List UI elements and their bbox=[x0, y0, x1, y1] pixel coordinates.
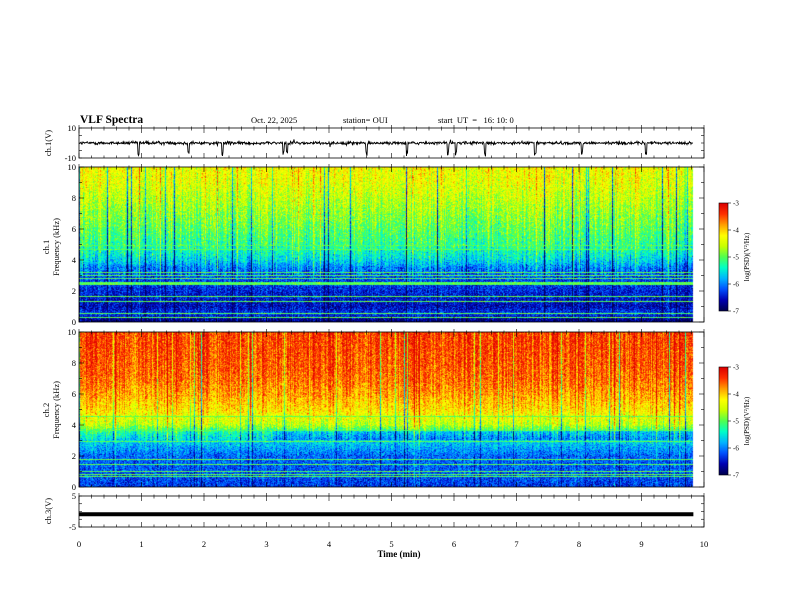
time-tick-label: 9 bbox=[639, 539, 643, 549]
colorbar-tick-label: -4 bbox=[733, 391, 739, 399]
ch3-voltage-panel: 5 -5 ch.3(V) 0 1 2 3 4 5 6 7 8 9 10 Time (min) bbox=[43, 491, 708, 559]
colorbar-tick-label: -3 bbox=[733, 364, 739, 372]
ch1-spectrogram-image bbox=[79, 167, 704, 322]
frequency-tick-label: 6 bbox=[72, 389, 76, 399]
frequency-tick-label: 6 bbox=[72, 224, 76, 234]
colorbar-tick-label: -7 bbox=[733, 472, 739, 480]
ch2-spectrogram-ylabel-frequency: Frequency (kHz) bbox=[51, 381, 61, 439]
ch1-colorbar bbox=[719, 203, 728, 311]
colorbar-tick-label: -6 bbox=[733, 445, 739, 453]
time-tick-label: 4 bbox=[327, 539, 332, 549]
ch1-frequency-tick-labels: 0 2 4 6 8 10 bbox=[68, 162, 77, 327]
colorbar-tick-label: -5 bbox=[733, 418, 739, 426]
ch1-waveform-ticks bbox=[78, 125, 705, 159]
frequency-tick-label: 0 bbox=[72, 317, 76, 327]
time-tick-label: 6 bbox=[452, 539, 456, 549]
ch2-spectrogram-image bbox=[79, 332, 704, 487]
time-tick-label: 3 bbox=[264, 539, 268, 549]
time-tick-label: 7 bbox=[514, 539, 518, 549]
ch3-ytick-label: -5 bbox=[69, 522, 76, 532]
start-time-label: start UT = 16: 10: 0 bbox=[438, 115, 514, 125]
frequency-tick-label: 8 bbox=[72, 358, 76, 368]
colorbar-tick-label: -3 bbox=[733, 200, 739, 208]
time-tick-label: 5 bbox=[389, 539, 393, 549]
frequency-tick-label: 10 bbox=[68, 327, 77, 337]
colorbar-tick-label: -6 bbox=[733, 281, 739, 289]
ch1-ylabel: ch.1(V) bbox=[43, 130, 53, 156]
frequency-tick-label: 2 bbox=[72, 286, 76, 296]
ch1-spectrogram-ylabel-channel: ch.1 bbox=[41, 240, 51, 254]
time-tick-label: 0 bbox=[77, 539, 81, 549]
ch2-colorbar-label: log(PSD)(V²/Hz) bbox=[743, 396, 751, 445]
ch2-frequency-tick-labels: 0 2 4 6 8 10 bbox=[68, 327, 77, 492]
frequency-tick-label: 4 bbox=[72, 420, 77, 430]
ch2-colorbar-tick-labels: -3 -4 -5 -6 -7 bbox=[728, 364, 739, 480]
ch1-spectrogram-ylabel-frequency: Frequency (kHz) bbox=[51, 218, 61, 276]
ch1-ytick-label: 10 bbox=[68, 123, 77, 133]
ch1-spectrogram-ticks bbox=[78, 164, 705, 323]
frequency-tick-label: 8 bbox=[72, 193, 76, 203]
ch3-ylabel: ch.3(V) bbox=[43, 498, 53, 524]
ch3-ytick-label: 5 bbox=[72, 491, 76, 501]
ch1-spectrogram-frame bbox=[78, 166, 705, 323]
time-tick-label: 8 bbox=[577, 539, 581, 549]
figure-title: VLF Spectra bbox=[80, 114, 143, 126]
frequency-tick-label: 0 bbox=[72, 482, 76, 492]
frequency-tick-label: 2 bbox=[72, 451, 76, 461]
time-axis-label: Time (min) bbox=[377, 549, 420, 559]
ch3-voltage-frame bbox=[78, 495, 705, 528]
time-tick-label: 1 bbox=[139, 539, 143, 549]
date-label: Oct. 22, 2025 bbox=[251, 115, 297, 125]
time-tick-label: 10 bbox=[700, 539, 709, 549]
ch1-waveform-panel: 10 -10 ch.1(V) bbox=[43, 123, 705, 163]
frequency-tick-label: 4 bbox=[72, 255, 77, 265]
ch2-spectrogram-ylabel-channel: ch.2 bbox=[41, 403, 51, 417]
time-axis-tick-labels: 0 1 2 3 4 5 6 7 8 9 10 bbox=[77, 539, 708, 549]
station-label: station= OUI bbox=[343, 115, 388, 125]
ch1-waveform-trace bbox=[78, 139, 694, 157]
time-tick-label: 2 bbox=[202, 539, 206, 549]
ch1-colorbar-label: log(PSD)(V²/Hz) bbox=[743, 232, 751, 281]
ch2-spectrogram-frame bbox=[78, 331, 705, 488]
colorbar-tick-label: -7 bbox=[733, 308, 739, 316]
frequency-tick-label: 10 bbox=[68, 162, 77, 172]
ch1-ytick-label: -10 bbox=[65, 153, 76, 163]
colorbar-tick-label: -4 bbox=[733, 227, 739, 235]
ch1-waveform-frame bbox=[78, 127, 705, 159]
colorbar-tick-label: -5 bbox=[733, 254, 739, 262]
ch3-voltage-ticks bbox=[78, 493, 705, 528]
ch1-colorbar-tick-labels: -3 -4 -5 -6 -7 bbox=[728, 200, 739, 316]
ch2-colorbar bbox=[719, 367, 728, 475]
